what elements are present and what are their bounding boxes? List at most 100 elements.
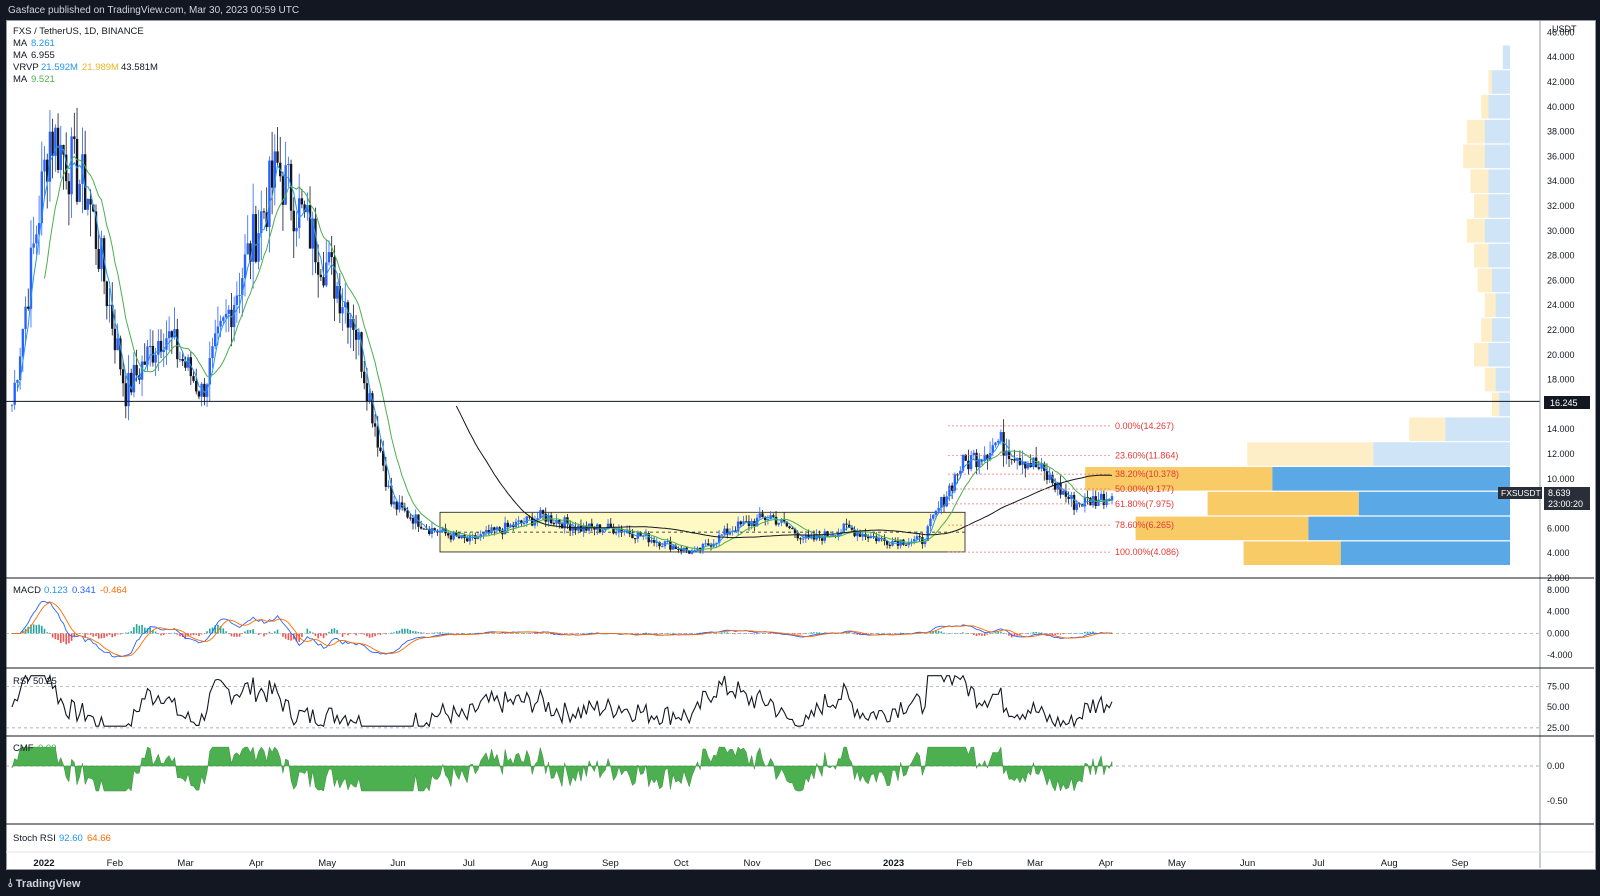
- vp-bar-up: [1488, 169, 1510, 193]
- vp-bar-up: [1502, 45, 1510, 69]
- macd-hist-bar: [46, 632, 49, 634]
- candle-body: [425, 528, 428, 530]
- candle-body: [495, 527, 499, 531]
- macd-hist-bar: [926, 633, 929, 634]
- macd-hist-bar: [474, 633, 477, 634]
- macd-hist-bar: [219, 626, 222, 634]
- macd-hist-bar: [867, 633, 869, 635]
- candle-body: [48, 131, 52, 182]
- macd-hist-bar: [154, 631, 157, 634]
- macd-hist-bar: [320, 633, 322, 636]
- candle-body: [490, 527, 493, 534]
- last-price-tag: FXSUSDT 8.639 23:00:20: [1498, 487, 1590, 510]
- macd-hist-bar: [414, 631, 417, 634]
- vp-bar-down: [1463, 144, 1485, 169]
- candle-body: [379, 447, 382, 451]
- vp-bar-down: [1484, 293, 1496, 317]
- macd-hist-bar: [894, 633, 897, 634]
- macd-hist-bar: [271, 633, 273, 634]
- candle-body: [306, 205, 309, 213]
- macd-hist-bar: [1005, 633, 1008, 635]
- candle-body: [465, 538, 469, 542]
- fib-retracement[interactable]: 0.00%(14.267) 23.60%(11.864) 38.20%(10.378…: [948, 421, 1179, 557]
- candle-body: [452, 532, 455, 540]
- candle-body: [232, 304, 236, 328]
- rsi-value: 50.25: [33, 676, 57, 687]
- candle-body: [444, 528, 447, 534]
- macd-hist-bar: [653, 633, 655, 634]
- candle-body: [688, 550, 691, 554]
- candle-body: [541, 510, 545, 514]
- candle-body: [73, 136, 76, 140]
- vp-bar-up: [1492, 70, 1510, 94]
- macd-hist-bar: [173, 632, 176, 634]
- macd-hist-bar: [975, 633, 978, 636]
- candle-body: [555, 520, 558, 524]
- candle-body: [395, 501, 398, 510]
- candle-body: [474, 535, 477, 540]
- tv-mark-icon: ⫰: [8, 878, 13, 890]
- macd-hist-bar: [452, 633, 455, 634]
- macd-hist-bar: [149, 627, 151, 634]
- macd-hist-bar: [880, 633, 883, 634]
- time-tick: Feb: [107, 858, 123, 869]
- macd-hist-bar: [138, 625, 141, 634]
- candle-body: [558, 520, 561, 524]
- price-tick: 32.000: [1547, 201, 1575, 211]
- tradingview-logo[interactable]: ⫰ TradingView: [8, 878, 80, 891]
- vp-bar-down: [1243, 541, 1341, 565]
- vp-bar-down: [1477, 268, 1492, 293]
- macd-hist-bar: [661, 633, 664, 634]
- cmf-area: [11, 746, 1113, 792]
- vp-bar-up: [1272, 467, 1510, 491]
- candle-body: [297, 198, 301, 228]
- price-axis[interactable]: 46.000 44.000 42.000 40.000 38.000 36.000 34.0…: [1539, 20, 1575, 868]
- vp-bar-up: [1492, 318, 1510, 342]
- fib-label: 50.00%(9.177): [1115, 484, 1174, 494]
- macd-hist-bar: [298, 633, 300, 642]
- macd-hist-bar: [886, 633, 888, 634]
- time-tick: Jun: [390, 858, 405, 869]
- vp-bar-down: [1474, 194, 1489, 218]
- macd-hist-bar: [997, 631, 1000, 634]
- publish-info: Gasface published on TradingView.com, Ma…: [8, 5, 300, 16]
- time-axis[interactable]: 2022 Feb Mar Apr May Jun Jul Aug Sep Oct Nov Dec 202…: [6, 851, 1594, 869]
- vp-bar-down: [1085, 467, 1273, 491]
- candle-body: [885, 540, 889, 545]
- macd-hist-bar: [200, 633, 203, 635]
- macd-hist-bar: [994, 632, 997, 634]
- vp-bar-up: [1358, 491, 1510, 516]
- candle-body: [704, 543, 707, 545]
- macd-v2: 0.341: [72, 585, 96, 596]
- candle-body: [601, 530, 604, 533]
- macd-hist-bar: [973, 633, 975, 635]
- candle-body: [409, 517, 412, 519]
- candle-body: [260, 211, 263, 234]
- candle-body: [162, 349, 165, 353]
- candle-body: [888, 544, 892, 546]
- macd-hist-bar: [569, 633, 571, 634]
- candle-body: [487, 530, 491, 534]
- candle-body: [195, 380, 198, 392]
- candle-body: [111, 304, 114, 329]
- symbol-tag-bg: [1498, 487, 1542, 499]
- macd-hist-bar: [41, 625, 43, 634]
- macd-hist-bar: [32, 624, 35, 634]
- time-tick: Apr: [249, 858, 264, 869]
- macd-hist-bar: [588, 632, 590, 634]
- price-pane[interactable]: [10, 107, 1114, 555]
- candle-body: [764, 517, 767, 521]
- candle-body: [94, 211, 98, 249]
- macd-hist-bar: [956, 633, 959, 634]
- candle-body: [83, 154, 87, 210]
- candle-body: [203, 383, 206, 397]
- vp-bar-down: [1207, 491, 1359, 516]
- macd-hist-bar: [688, 633, 691, 634]
- macd-hist-bar: [171, 633, 173, 634]
- macd-hist-bar: [683, 633, 685, 634]
- symbol-tag: FXSUSDT: [1501, 488, 1541, 498]
- macd-hist-bar: [726, 632, 729, 634]
- candle-body: [56, 127, 60, 170]
- macd-hist-bar: [525, 633, 528, 634]
